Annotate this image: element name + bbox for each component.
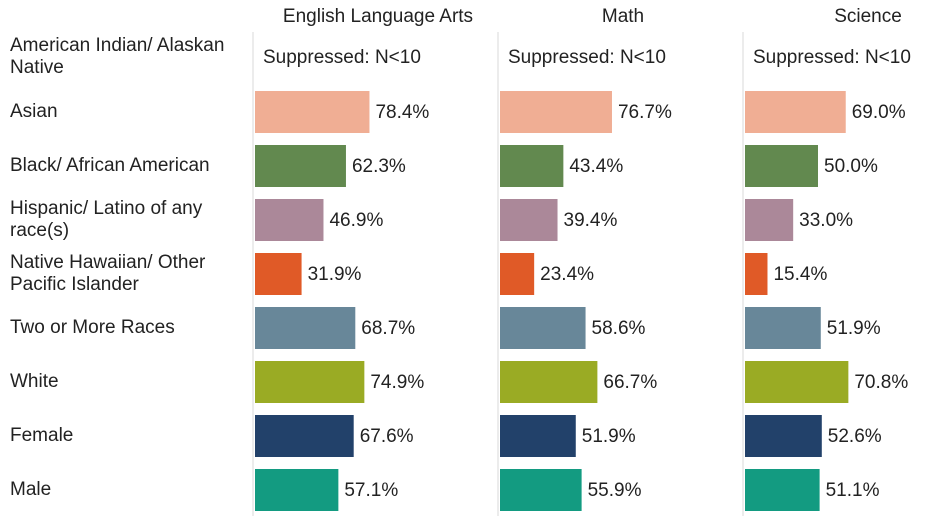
bar	[255, 469, 339, 511]
category-label: Asian	[10, 101, 58, 122]
panel-title: Math	[602, 6, 644, 27]
value-label: 43.4%	[569, 156, 623, 177]
category-label: Black/ African American	[10, 155, 210, 176]
bar	[500, 361, 598, 403]
value-label: Suppressed: N<10	[753, 47, 911, 68]
bar	[500, 307, 586, 349]
bar	[255, 253, 302, 295]
value-label: 51.1%	[826, 480, 880, 501]
value-label: 68.7%	[361, 318, 415, 339]
category-label: American Indian/ Alaskan Native	[10, 35, 225, 78]
value-label: 51.9%	[582, 426, 636, 447]
value-label: 33.0%	[799, 210, 853, 231]
value-label: Suppressed: N<10	[263, 47, 421, 68]
bar	[745, 307, 821, 349]
bar	[500, 91, 612, 133]
category-label: White	[10, 371, 59, 392]
category-label: Hispanic/ Latino of any race(s)	[10, 198, 203, 241]
bar	[500, 199, 558, 241]
bar	[745, 361, 849, 403]
value-label: 74.9%	[370, 372, 424, 393]
bar	[255, 361, 365, 403]
value-label: 70.8%	[854, 372, 908, 393]
value-label: 15.4%	[773, 264, 827, 285]
value-label: 66.7%	[603, 372, 657, 393]
value-label: 58.6%	[592, 318, 646, 339]
bar	[500, 415, 576, 457]
bar	[500, 253, 535, 295]
bar	[745, 145, 818, 187]
value-label: 51.9%	[827, 318, 881, 339]
category-label: Male	[10, 479, 52, 500]
category-label: Native Hawaiian/ Other Pacific Islander	[10, 252, 206, 295]
category-label: Two or More Races	[10, 317, 175, 338]
value-label: 50.0%	[824, 156, 878, 177]
bar	[255, 199, 324, 241]
panel-title: English Language Arts	[283, 6, 473, 27]
value-label: 39.4%	[564, 210, 618, 231]
bar	[500, 469, 582, 511]
bar	[745, 253, 768, 295]
bar	[745, 199, 794, 241]
bar	[745, 91, 846, 133]
value-label: 23.4%	[540, 264, 594, 285]
bar	[255, 91, 370, 133]
value-label: 76.7%	[618, 102, 672, 123]
bar	[255, 415, 354, 457]
value-label: 55.9%	[588, 480, 642, 501]
value-label: 78.4%	[375, 102, 429, 123]
bar	[745, 415, 822, 457]
category-label: Female	[10, 425, 74, 446]
value-label: 31.9%	[308, 264, 362, 285]
value-label: 46.9%	[329, 210, 383, 231]
bar	[500, 145, 564, 187]
bar	[745, 469, 820, 511]
value-label: 62.3%	[352, 156, 406, 177]
bar	[255, 145, 346, 187]
bar	[255, 307, 356, 349]
value-label: 69.0%	[852, 102, 906, 123]
value-label: 67.6%	[360, 426, 414, 447]
value-label: 52.6%	[828, 426, 882, 447]
value-label: Suppressed: N<10	[508, 47, 666, 68]
value-label: 57.1%	[344, 480, 398, 501]
panel-title: Science	[834, 6, 902, 27]
